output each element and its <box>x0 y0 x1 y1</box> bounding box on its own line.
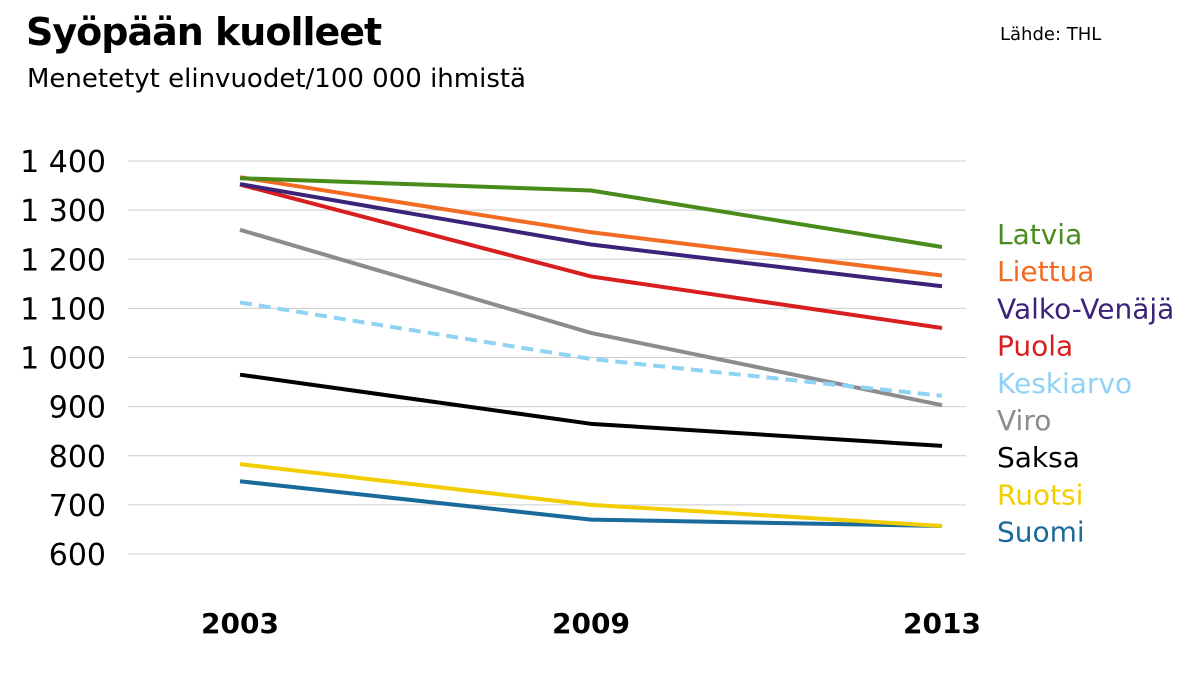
series-line-valko-venäjä <box>239 182 943 289</box>
legend-label: Viro <box>997 404 1051 437</box>
y-tick-label: 1 100 <box>20 292 106 327</box>
y-tick-label: 1 400 <box>20 145 106 180</box>
series-line-puola <box>239 182 943 331</box>
y-tick-label: 1 000 <box>20 342 106 377</box>
series-lines <box>239 175 943 528</box>
y-tick-label: 800 <box>49 440 106 475</box>
chart-subtitle: Menetetyt elinvuodet/100 000 ihmistä <box>27 64 526 94</box>
legend-label: Ruotsi <box>997 478 1083 511</box>
x-tick-label: 2013 <box>903 607 981 640</box>
legend-label: Suomi <box>997 516 1085 549</box>
y-tick-label: 900 <box>49 391 106 426</box>
legend-label: Valko-Venäjä <box>997 292 1174 325</box>
legend: Latvia Liettua Valko-Venäjä Puola Keskiarvo V… <box>997 218 1174 549</box>
series-line-ruotsi <box>239 462 943 528</box>
series-line-saksa <box>239 372 943 448</box>
y-tick-label: 1 300 <box>20 194 106 229</box>
y-tick-label: 1 200 <box>20 243 106 278</box>
legend-label: Saksa <box>997 441 1080 474</box>
legend-label: Puola <box>997 330 1073 363</box>
legend-label: Latvia <box>997 218 1082 251</box>
chart-title: Syöpään kuolleet <box>26 10 382 54</box>
x-axis-ticks: 2003 2009 2013 <box>201 607 981 640</box>
x-tick-label: 2009 <box>552 607 630 640</box>
series-line-keskiarvo <box>239 300 943 398</box>
series-line-liettua <box>239 175 943 278</box>
legend-label: Liettua <box>997 255 1094 288</box>
gridlines <box>128 160 966 555</box>
source-label: Lähde: THL <box>1000 24 1102 45</box>
legend-label: Keskiarvo <box>997 367 1132 400</box>
y-tick-label: 700 <box>49 489 106 524</box>
series-line-latvia <box>239 176 943 249</box>
y-axis-ticks: 600 700 800 900 1 000 1 100 1 200 1 300 1 400 <box>20 145 106 573</box>
y-tick-label: 600 <box>49 538 106 573</box>
series-line-viro <box>239 227 943 408</box>
series-line-suomi <box>239 479 943 528</box>
x-tick-label: 2003 <box>201 607 279 640</box>
